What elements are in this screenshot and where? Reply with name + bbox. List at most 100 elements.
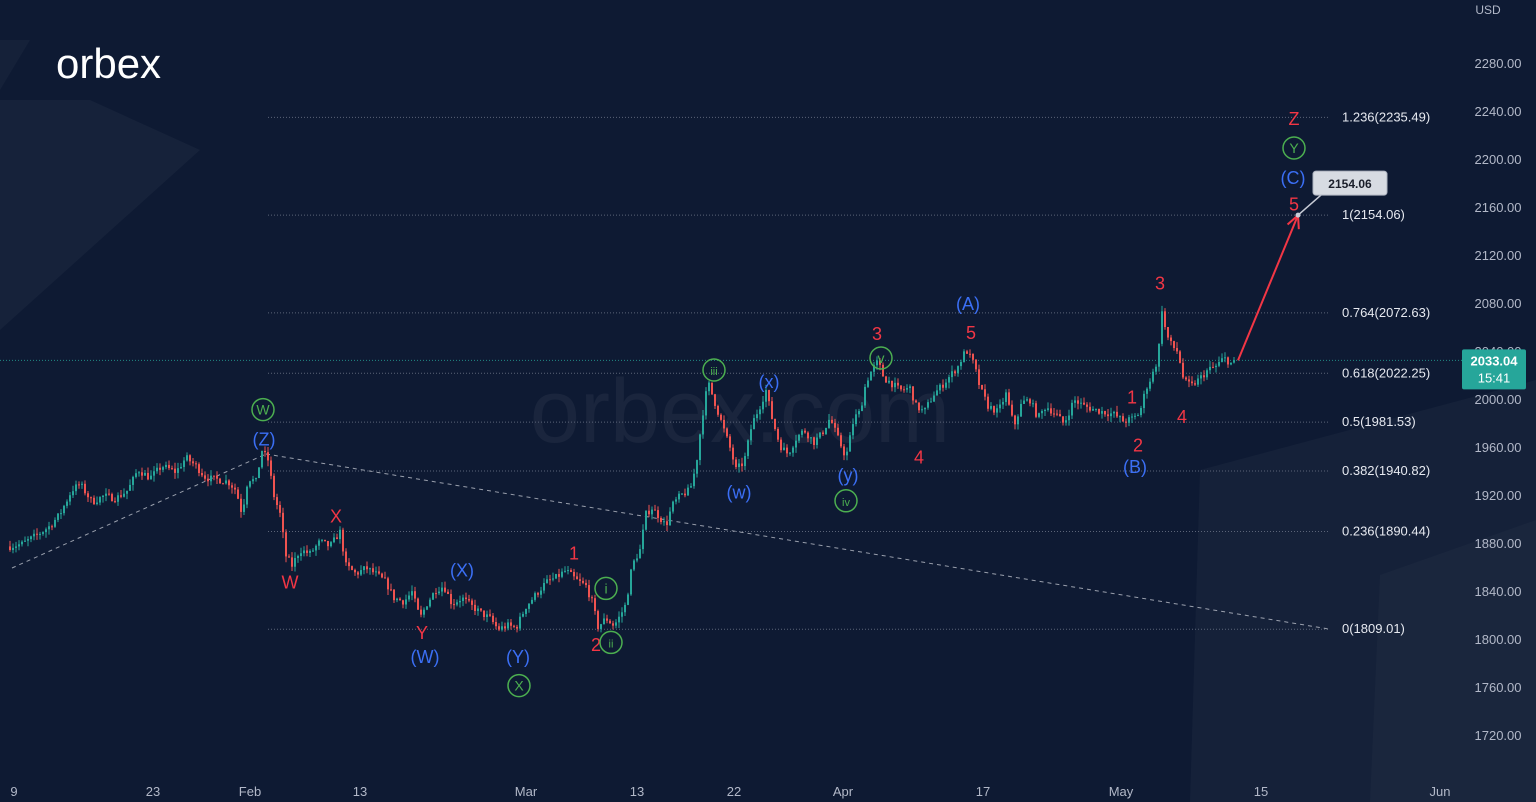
candle-body <box>456 602 458 605</box>
candle-body <box>123 493 125 497</box>
candle-body <box>57 513 59 520</box>
candle-body <box>69 495 71 502</box>
time-axis[interactable]: 9 23 Feb 13 Mar 13 22 Apr 17 May 15 Jun <box>10 784 1450 799</box>
candle-body <box>792 447 794 453</box>
candle-body <box>951 371 953 378</box>
candle-body <box>873 365 875 372</box>
wave-label: Y <box>416 623 428 643</box>
candle-body <box>756 414 758 419</box>
wave-label: 4 <box>1177 407 1187 427</box>
x-tick-label: 15 <box>1254 784 1268 799</box>
candle-body <box>897 382 899 386</box>
candle-body <box>1044 409 1046 411</box>
candle-body <box>363 566 365 571</box>
candle-body <box>510 622 512 626</box>
candle-body <box>618 616 620 623</box>
trendlines <box>11 453 1331 630</box>
candle-body <box>804 430 806 433</box>
candle-body <box>81 483 83 485</box>
candle-body <box>330 542 332 547</box>
candle-body <box>21 541 23 545</box>
candle-body <box>444 587 446 592</box>
price-axis[interactable]: USD 1720.00 1760.00 1800.00 1840.00 1880.00 19… <box>1462 3 1526 743</box>
candle-body <box>723 419 725 429</box>
wave-label: iii <box>710 366 717 378</box>
candle-body <box>1131 416 1133 418</box>
candle-body <box>300 553 302 557</box>
candle-body <box>90 497 92 499</box>
candle-body <box>567 570 569 572</box>
candle-body <box>336 537 338 540</box>
candle-body <box>360 570 362 575</box>
candle-body <box>1155 366 1157 372</box>
wave-label: 2 <box>1133 436 1143 456</box>
candle-body <box>288 556 290 558</box>
candle-body <box>750 429 752 441</box>
candle-body <box>228 480 230 486</box>
candle-body <box>465 597 467 600</box>
candle-body <box>162 467 164 470</box>
candle-body <box>978 369 980 385</box>
candle-body <box>1203 375 1205 378</box>
candle-body <box>834 422 836 428</box>
candle-body <box>780 439 782 451</box>
candle-body <box>78 484 80 486</box>
candle-body <box>1194 383 1196 385</box>
candle-body <box>282 512 284 533</box>
candle-body <box>528 603 530 609</box>
candle-body <box>594 598 596 612</box>
candle-body <box>36 533 38 535</box>
candle-body <box>474 604 476 611</box>
wave-label: i <box>604 580 607 596</box>
candle-body <box>963 351 965 362</box>
candle-body <box>1170 337 1172 342</box>
candle-body <box>891 380 893 388</box>
candle-body <box>1149 381 1151 389</box>
candle-body <box>210 475 212 482</box>
candle-body <box>711 382 713 395</box>
candle-body <box>1104 411 1106 415</box>
candle-body <box>213 475 215 477</box>
candle-body <box>921 409 923 411</box>
candle-body <box>399 598 401 601</box>
candle-body <box>1161 311 1163 344</box>
candle-body <box>564 570 566 572</box>
candle-body <box>885 376 887 383</box>
candle-body <box>1068 415 1070 421</box>
candle-body <box>546 579 548 583</box>
wave-label: (w) <box>727 482 752 502</box>
candle-body <box>477 608 479 611</box>
candle-body <box>222 483 224 485</box>
candle-body <box>939 384 941 391</box>
x-tick-label: May <box>1109 784 1134 799</box>
candle-body <box>66 501 68 506</box>
candle-body <box>807 432 809 439</box>
candle-body <box>471 600 473 605</box>
candle-body <box>1119 416 1121 418</box>
x-tick-label: 13 <box>630 784 644 799</box>
candle-body <box>1197 378 1199 385</box>
wave-label: iv <box>842 497 850 509</box>
candle-body <box>318 540 320 546</box>
candle-body <box>489 614 491 616</box>
candle-body <box>1221 358 1223 362</box>
candle-body <box>150 475 152 480</box>
candle-body <box>462 597 464 601</box>
wave-label: Y <box>1289 140 1299 156</box>
candle-body <box>1185 377 1187 380</box>
wave-label: (x) <box>759 372 780 392</box>
candle-body <box>1050 408 1052 414</box>
candle-body <box>450 593 452 605</box>
candle-body <box>966 351 968 354</box>
candle-body <box>516 626 518 629</box>
candle-body <box>165 464 167 468</box>
fib-label: 0.382(1940.82) <box>1342 463 1430 478</box>
candle-body <box>930 401 932 403</box>
candle-body <box>1047 408 1049 410</box>
candle-body <box>858 411 860 415</box>
wave-label-circle <box>507 673 531 698</box>
wave-label-circle <box>834 489 858 513</box>
candle-body <box>60 513 62 515</box>
candle-body <box>273 475 275 498</box>
